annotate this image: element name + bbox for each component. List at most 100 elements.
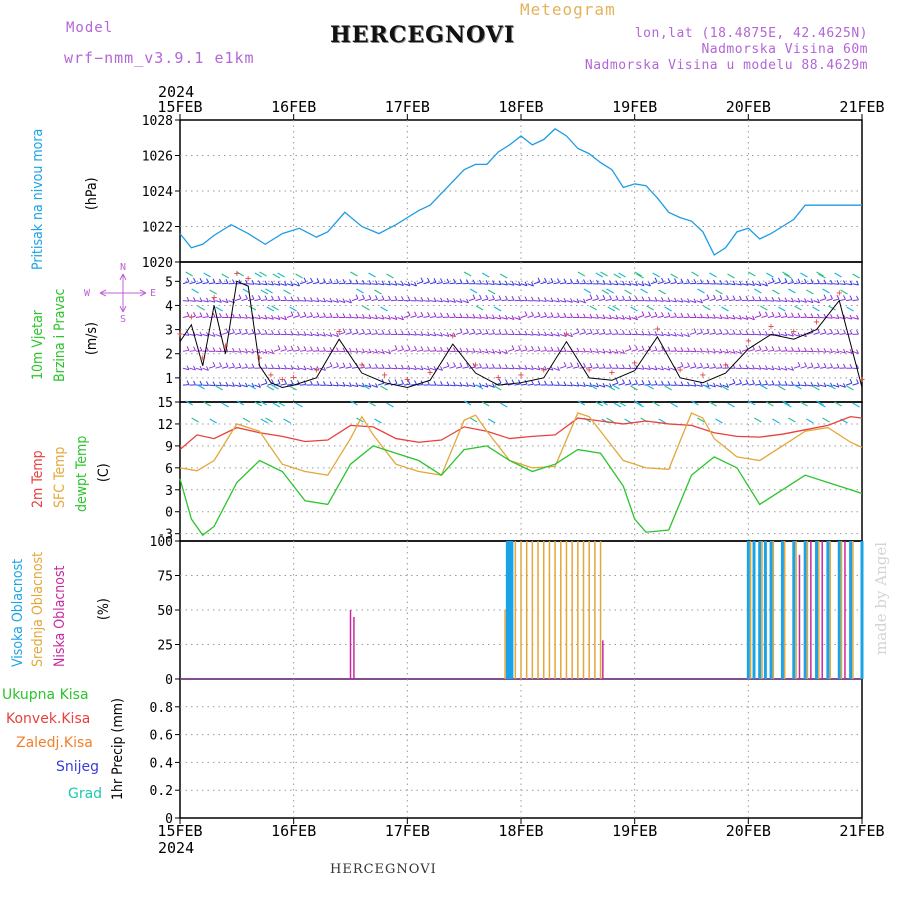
wind-arrow xyxy=(283,418,291,424)
wind-barb-tick xyxy=(628,345,632,350)
wind-arrow xyxy=(203,401,211,407)
wind-barb xyxy=(423,300,430,302)
wind-barb xyxy=(845,333,853,335)
wind-barb-tick xyxy=(199,331,203,337)
y-tick-label: 50 xyxy=(157,604,173,619)
wind-barb xyxy=(319,333,326,337)
wind-barb-tick xyxy=(648,365,651,370)
wind-arrow xyxy=(265,417,273,423)
wind-barb xyxy=(553,367,560,371)
wind-barb xyxy=(462,300,469,304)
wind-barb-tick xyxy=(277,295,281,301)
wind-barb xyxy=(715,317,723,320)
wind-barb-tick xyxy=(752,364,755,370)
wind-barb xyxy=(637,349,645,352)
wind-arrow xyxy=(295,273,303,279)
wind-barb-tick xyxy=(544,312,547,317)
wind-barb-tick xyxy=(778,331,781,336)
wind-barb xyxy=(572,350,580,353)
wind-barb-tick xyxy=(602,294,606,300)
wind-arrow xyxy=(630,385,638,391)
wind-barb-tick xyxy=(362,328,365,334)
wind-arrow xyxy=(709,272,717,278)
wind-barb-tick xyxy=(856,364,859,369)
wind-barb-tick xyxy=(622,379,625,384)
wind-barb xyxy=(429,300,437,303)
wind-barb-tick xyxy=(232,362,235,368)
wind-barb xyxy=(306,333,313,337)
wind-arrow xyxy=(197,305,205,311)
wind-arrow xyxy=(589,305,598,311)
wind-barb-tick xyxy=(323,278,326,283)
wind-arrow xyxy=(487,418,496,424)
wind-barb-tick xyxy=(485,294,489,300)
wind-barb-tick xyxy=(550,331,554,337)
wind-barb-tick xyxy=(401,364,404,370)
wind-barb-tick xyxy=(297,345,300,351)
wind-barb-tick xyxy=(635,364,638,370)
wind-barb xyxy=(709,332,716,335)
wind-barb xyxy=(364,367,372,369)
wind-barb xyxy=(793,300,801,303)
wind-barb-tick xyxy=(856,329,859,335)
wind-barb-tick xyxy=(602,348,606,354)
wind-barb-tick xyxy=(752,281,755,286)
wind-barb-tick xyxy=(544,380,547,386)
wind-barb-tick xyxy=(212,278,216,283)
wind-barb xyxy=(475,350,482,354)
wind-barb-tick xyxy=(693,328,697,333)
wind-barb xyxy=(553,300,560,303)
wind-barb xyxy=(507,283,515,286)
wind-barb-tick xyxy=(219,347,222,352)
wind-barb-tick xyxy=(479,279,482,285)
wind-barb xyxy=(618,382,625,386)
wind-barb-tick xyxy=(238,348,242,353)
wind-barb xyxy=(852,283,859,286)
wind-barb-tick xyxy=(375,329,378,334)
wind-barb-tick xyxy=(368,329,372,334)
wind-barb-tick xyxy=(531,365,534,370)
wind-barb xyxy=(202,316,209,319)
snow-label: Snijeg xyxy=(56,759,100,775)
wind-barb-tick xyxy=(706,294,710,299)
wind-barb xyxy=(780,350,788,352)
wind-barb-tick xyxy=(316,312,320,317)
wind-barb xyxy=(384,283,391,286)
wind-barb-tick xyxy=(765,296,768,302)
wind-barb-tick xyxy=(414,281,417,287)
wind-barb-tick xyxy=(719,348,723,354)
wind-barb xyxy=(351,332,359,335)
wind-barb-tick xyxy=(524,281,528,286)
wind-barb-tick xyxy=(557,278,560,283)
wind-barb xyxy=(754,283,762,287)
wind-barb xyxy=(371,298,378,302)
wind-barb-tick xyxy=(641,296,645,301)
wind-barb-tick xyxy=(271,379,274,384)
wind-barb-tick xyxy=(817,347,820,353)
wind-barb xyxy=(390,348,398,352)
wind-barb-tick xyxy=(518,281,521,286)
wind-arrow xyxy=(356,288,364,294)
wind-barb xyxy=(371,384,378,388)
wind-barb-tick xyxy=(440,331,443,337)
wind-barb xyxy=(546,333,554,337)
pressure-line xyxy=(179,128,862,256)
wind-barb-tick xyxy=(297,311,300,316)
wind-barb xyxy=(377,317,385,320)
wind-barb xyxy=(234,366,242,369)
wind-barb xyxy=(332,384,339,387)
wind-barb-tick xyxy=(537,296,541,302)
wind-barb-tick xyxy=(258,295,261,300)
wind-barb-tick xyxy=(713,363,716,368)
wind-barb-tick xyxy=(817,313,820,318)
wind-barb xyxy=(234,350,242,353)
wind-barb xyxy=(839,283,846,285)
wind-barb xyxy=(741,383,749,386)
wind-barb xyxy=(195,333,203,337)
wind-barb xyxy=(189,350,196,352)
wind-barb-tick xyxy=(310,331,313,336)
wind-barb-tick xyxy=(498,349,502,354)
wind-barb xyxy=(228,332,235,335)
wind-barb-tick xyxy=(784,297,788,302)
wind-barb xyxy=(819,317,827,319)
